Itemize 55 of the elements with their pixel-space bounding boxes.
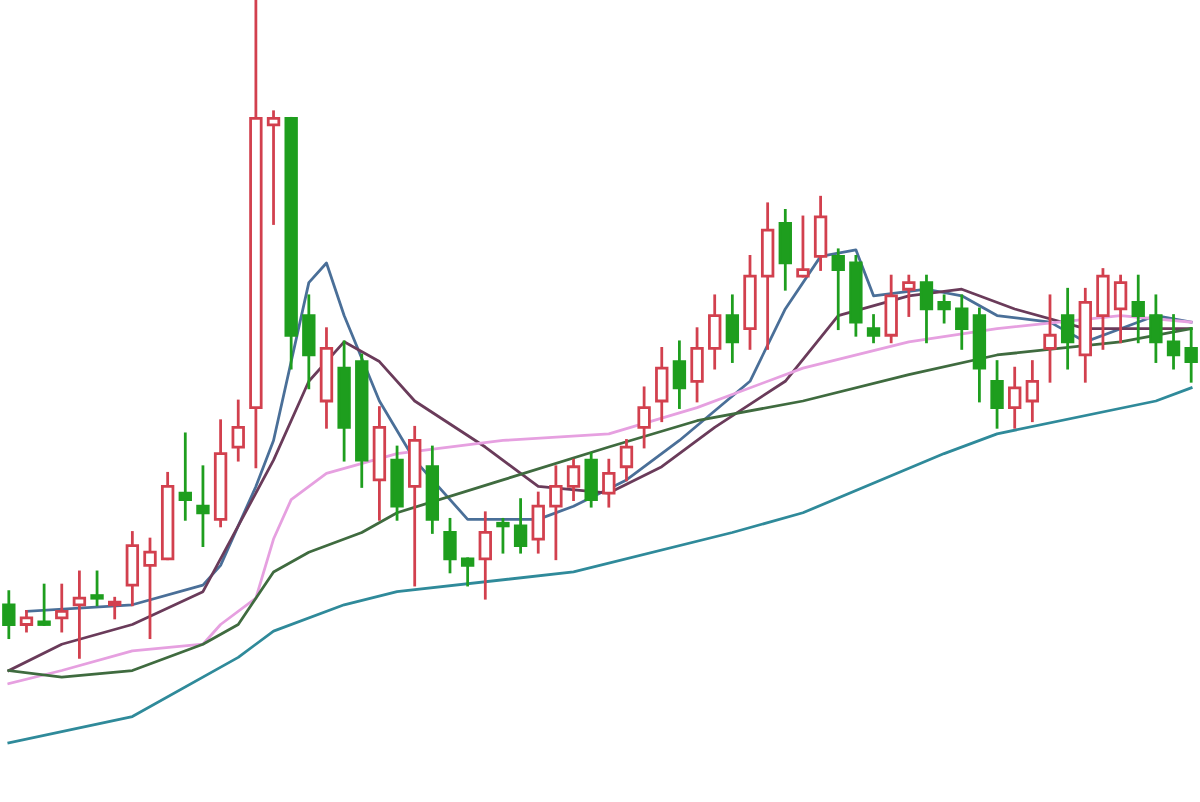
candlestick — [266, 110, 281, 225]
candlestick — [725, 294, 740, 363]
candlestick — [178, 432, 192, 521]
candlestick — [902, 274, 916, 317]
candlestick — [1096, 268, 1110, 350]
candlestick — [760, 202, 775, 350]
candlestick — [143, 537, 157, 640]
candlestick — [478, 511, 492, 600]
candlestick — [108, 596, 122, 620]
candlestick — [55, 583, 69, 633]
candlestick — [496, 517, 510, 554]
candlestick — [90, 570, 104, 607]
candlestick — [125, 531, 140, 607]
candlestick — [690, 327, 704, 403]
candlestick — [1166, 314, 1181, 370]
candlestick — [566, 458, 581, 501]
candlestick — [37, 583, 51, 626]
candlestick — [884, 274, 898, 344]
candlestick — [1149, 294, 1163, 363]
candlestick — [302, 294, 316, 390]
candlestick — [408, 425, 422, 587]
candlestick — [1060, 287, 1075, 370]
candlestick — [390, 445, 404, 521]
candlestick — [1184, 327, 1198, 383]
candlestick — [1043, 294, 1057, 383]
candlestick — [549, 465, 563, 561]
candlestick — [831, 248, 845, 331]
candlestick — [919, 274, 934, 344]
candlestick — [19, 609, 34, 633]
candlestick — [1113, 274, 1128, 344]
candlestick — [813, 195, 828, 271]
candlestick — [1025, 360, 1040, 423]
candlestick — [937, 294, 951, 324]
candlestick — [513, 498, 528, 554]
candlestick — [990, 360, 1004, 429]
candlestick — [196, 465, 210, 548]
candlestick — [708, 294, 722, 370]
candlestick — [460, 557, 475, 587]
candlestick — [1131, 274, 1145, 344]
candlestick — [231, 399, 245, 462]
candlestick — [72, 570, 87, 659]
candlestick — [778, 208, 792, 291]
candlestick — [955, 294, 969, 350]
candlestick — [637, 386, 651, 449]
candlestick — [531, 491, 545, 554]
candlestick — [443, 517, 457, 574]
candlestick — [619, 439, 634, 482]
candlestick — [866, 314, 881, 344]
candlestick — [672, 340, 687, 409]
candlestick — [2, 590, 16, 640]
candlestick — [1008, 366, 1022, 429]
candlestick — [796, 215, 810, 278]
candlestick — [655, 347, 669, 423]
candlestick — [584, 452, 598, 508]
candlestick — [602, 458, 616, 508]
